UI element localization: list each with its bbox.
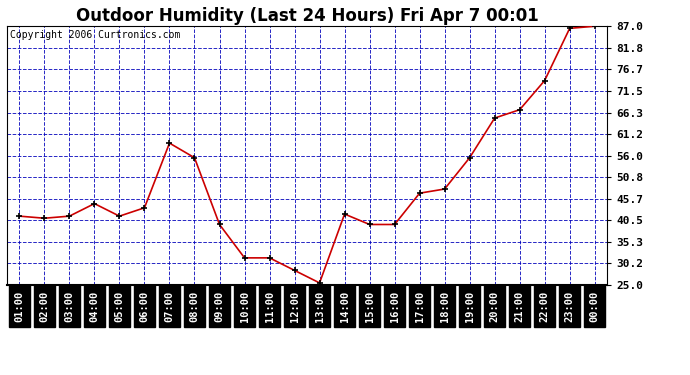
- Title: Outdoor Humidity (Last 24 Hours) Fri Apr 7 00:01: Outdoor Humidity (Last 24 Hours) Fri Apr…: [76, 7, 538, 25]
- Text: Copyright 2006 Curtronics.com: Copyright 2006 Curtronics.com: [10, 30, 180, 40]
